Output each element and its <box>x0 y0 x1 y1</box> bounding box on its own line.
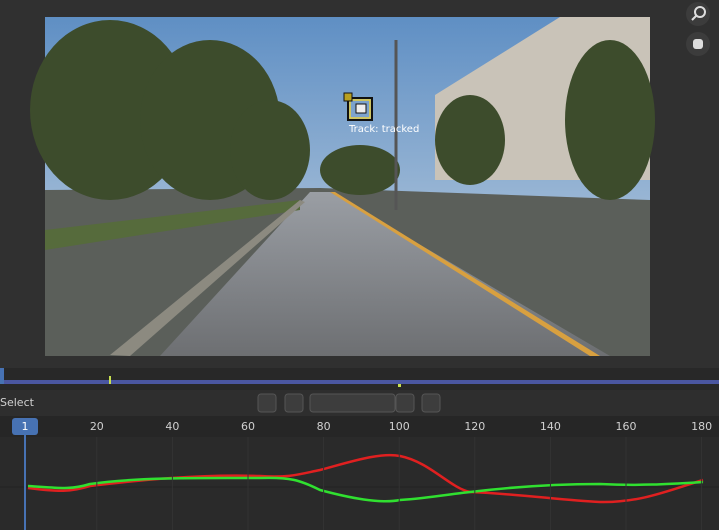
keyframe <box>109 376 111 384</box>
toolbar <box>257 393 441 413</box>
current-frame: 1 <box>22 420 29 433</box>
frame-label: 120 <box>464 420 485 433</box>
keyframe <box>398 384 401 387</box>
ruler <box>0 416 719 437</box>
frame-label: 160 <box>616 420 637 433</box>
frame-label: 140 <box>540 420 561 433</box>
red-curve <box>27 453 704 504</box>
frame-label: 20 <box>90 420 104 433</box>
frame-label: 80 <box>317 420 331 433</box>
pan-button[interactable] <box>686 32 710 56</box>
frame-label: 180 <box>691 420 712 433</box>
tracked-range <box>0 380 719 384</box>
track-marker[interactable] <box>343 92 373 121</box>
timeline-strip <box>0 368 719 390</box>
frame-label: 60 <box>241 420 255 433</box>
tool-button[interactable] <box>421 393 441 413</box>
green-curve <box>27 476 704 503</box>
frame-label: 100 <box>389 420 410 433</box>
footage <box>30 17 655 356</box>
zoom-button[interactable] <box>686 2 710 26</box>
tool-button[interactable] <box>257 393 277 413</box>
mode-label: Select <box>0 396 35 409</box>
marker-label: Track: tracked <box>348 124 419 135</box>
tool-button-group[interactable] <box>309 393 396 413</box>
current-frame-box <box>12 418 38 435</box>
frame-label: 40 <box>165 420 179 433</box>
playhead-strip <box>0 368 4 384</box>
tool-button[interactable] <box>284 393 304 413</box>
tool-button[interactable] <box>395 393 415 413</box>
